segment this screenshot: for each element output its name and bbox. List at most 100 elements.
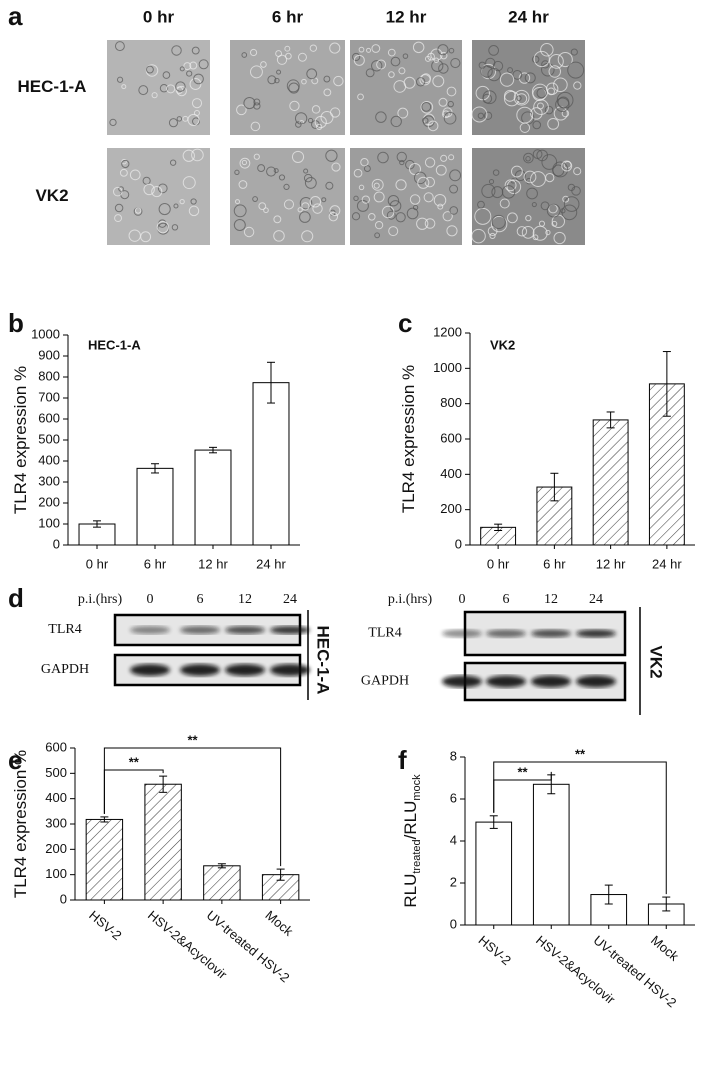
cell [301,230,314,243]
cell [179,199,185,205]
cell [377,151,389,164]
cell [538,220,546,227]
cell [182,176,196,190]
cell [304,176,317,189]
cell [530,107,543,120]
cell [442,110,450,119]
y-axis-label-part: TLR4 expression % [11,366,30,514]
y-axis-label: RLUtreated/RLUmock [401,774,422,908]
cell [273,215,282,224]
x-tick-label: HSV-2 [86,907,124,943]
cell [541,60,550,69]
cell [250,65,263,79]
cell [190,198,197,205]
cell [333,75,344,87]
cell [390,56,401,67]
cell [488,178,495,185]
cell [450,57,461,69]
cell [306,68,318,80]
cell [112,186,123,197]
cell [233,204,247,218]
cell [532,149,543,160]
cell [386,210,396,220]
cell [186,70,193,77]
cell [118,186,124,192]
cell [525,214,532,222]
cell [323,88,332,97]
y-tick-label: 400 [440,466,462,481]
y-tick-label: 100 [45,866,67,881]
cell [151,185,163,198]
cell [358,46,365,53]
cell [374,232,381,239]
cell [516,95,522,101]
y-tick-label: 0 [53,536,60,551]
cell [518,72,531,84]
cell [353,54,365,66]
cell [536,87,547,99]
y-tick-label: 0 [455,536,462,551]
cell [424,176,436,188]
y-axis-label-part: mock [411,774,423,801]
cell [448,154,455,161]
blot-band [442,675,482,688]
cell [492,169,500,176]
cell [390,115,402,128]
cell [449,169,462,182]
error-bar [606,411,615,429]
row-label: HEC-1-A [18,77,87,96]
cell [524,72,536,84]
cell [138,85,149,96]
cell [360,158,369,167]
blot-band [442,629,482,638]
cell [371,44,381,53]
y-tick-label: 400 [45,790,67,805]
cell [533,99,549,115]
cell [171,224,179,231]
micrograph-bg [472,40,585,135]
cell [168,118,179,128]
cell [532,234,539,241]
x-tick-label: Mock [262,907,296,939]
error-bar [494,523,503,532]
cell [519,122,531,133]
cell [283,199,295,210]
bar [85,818,124,901]
cell [151,92,158,99]
cell [121,158,127,165]
cell [409,194,421,205]
cell [433,57,440,63]
chart-title: HEC-1-A [88,337,141,352]
cell [325,149,338,162]
cell [573,167,582,176]
cell [503,90,520,107]
cell [504,179,517,192]
error-bar [604,884,613,905]
cell [471,228,486,244]
cell [267,75,277,85]
cell [233,219,246,232]
cell [329,107,341,118]
cell [573,81,582,90]
panel-letter: a [8,1,23,31]
cell [234,169,240,175]
chart-title: VK2 [490,337,515,352]
cell [158,202,171,216]
cell [236,104,247,116]
cell [471,106,488,123]
error-bar [217,863,226,869]
cell [396,151,407,163]
cell [438,97,448,107]
blot-band [180,664,220,676]
panel-d: d [8,583,24,613]
cell [179,66,185,72]
cell [253,102,261,110]
cell [447,100,454,108]
cell [368,213,376,221]
y-tick-label: 2 [450,874,457,889]
cell [191,46,200,55]
cell [375,111,387,123]
cell [119,168,128,177]
cell [499,198,510,209]
cell [443,111,457,125]
